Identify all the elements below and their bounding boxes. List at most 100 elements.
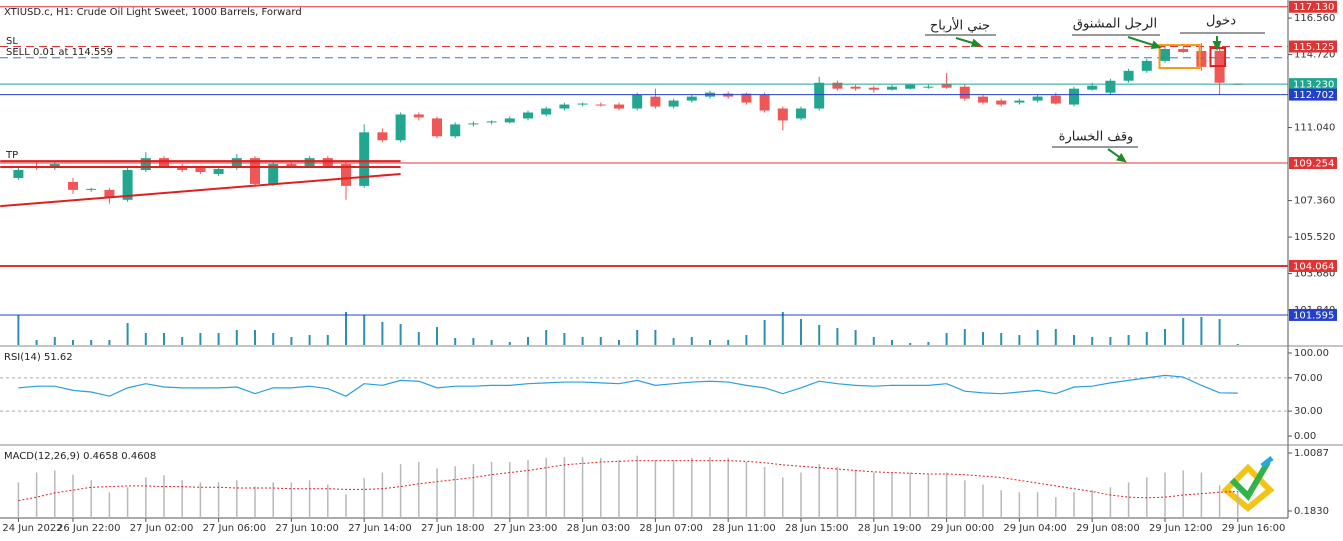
candle-body — [195, 168, 206, 173]
y-tick-label: 70.00 — [1294, 373, 1323, 384]
annotation-arrowhead — [1116, 153, 1127, 163]
price-level-box — [1289, 0, 1337, 13]
candle-body — [213, 169, 224, 174]
candle-body — [13, 170, 24, 178]
candle-body — [1032, 96, 1043, 101]
candle-body — [887, 86, 897, 90]
candle-body — [759, 94, 770, 111]
candle-body — [341, 164, 351, 186]
candle-body — [359, 132, 370, 186]
candle-body — [68, 181, 78, 190]
candle-body — [122, 170, 133, 200]
annotation-arrow — [1127, 36, 1157, 47]
y-tick-label: 30.00 — [1294, 406, 1323, 417]
price-level-label: 109.254 — [1293, 158, 1334, 169]
order-label: SELL 0.01 at 114.559 — [6, 47, 113, 58]
x-tick-label: 29 Jun 16:00 — [1222, 523, 1286, 534]
tp-label: TP — [5, 150, 18, 161]
candle-body — [1160, 49, 1170, 61]
candle-body — [595, 104, 606, 106]
candle-body — [1123, 70, 1134, 81]
candle-body — [86, 188, 97, 190]
candle-body — [741, 93, 752, 103]
y-tick-label: 103.680 — [1294, 269, 1335, 280]
x-tick-label: 24 Jun 2022 — [2, 523, 62, 534]
candle-body — [1141, 60, 1152, 71]
price-level-box — [1289, 156, 1337, 169]
candle-body — [650, 96, 661, 107]
annotation: دخول — [1206, 14, 1236, 29]
x-tick-label: 27 Jun 23:00 — [494, 523, 558, 534]
candle-body — [796, 108, 806, 119]
candle-body — [632, 94, 643, 109]
candle-body — [723, 93, 734, 97]
annotation-arrowhead — [1212, 41, 1222, 51]
x-tick-label: 28 Jun 19:00 — [858, 523, 922, 534]
logo-shape — [1260, 456, 1274, 468]
x-tick-label: 29 Jun 12:00 — [1149, 523, 1213, 534]
annotation: وقف الخسارة — [1059, 130, 1134, 145]
sl-label: SL — [6, 36, 18, 47]
candle-body — [1105, 80, 1116, 93]
candle-body — [814, 82, 825, 109]
price-level-label: 117.130 — [1293, 2, 1334, 13]
x-tick-label: 27 Jun 06:00 — [203, 523, 267, 534]
price-level-box — [1289, 78, 1337, 91]
candle-body — [104, 189, 115, 198]
y-tick-label: 0.00 — [1294, 431, 1316, 442]
x-tick-label: 27 Jun 18:00 — [421, 523, 485, 534]
x-tick-label: 29 Jun 08:00 — [1076, 523, 1140, 534]
price-level-box — [1289, 259, 1337, 272]
annotation-arrowhead — [970, 38, 982, 48]
candle-body — [614, 104, 624, 109]
price-level-box — [1289, 88, 1337, 101]
macd-title: MACD(12,26,9) 0.4658 0.4608 — [4, 451, 156, 462]
candle-body — [1014, 100, 1025, 103]
candle-body — [577, 103, 588, 105]
logo — [1221, 456, 1275, 512]
x-tick-label: 28 Jun 07:00 — [639, 523, 703, 534]
candle-body — [268, 164, 279, 184]
highlight-box — [1158, 44, 1201, 70]
x-tick-label: 27 Jun 02:00 — [130, 523, 194, 534]
x-tick-label: 27 Jun 10:00 — [275, 523, 339, 534]
candle-body — [541, 108, 552, 115]
y-tick-label: 107.360 — [1294, 196, 1335, 207]
y-tick-label: 116.560 — [1294, 13, 1335, 24]
candle-body — [777, 108, 788, 121]
candle-body — [413, 114, 424, 118]
y-tick-label: 114.720 — [1294, 50, 1335, 61]
candle-body — [978, 96, 988, 103]
annotation-arrowhead — [1150, 40, 1162, 50]
candle-body — [868, 87, 879, 90]
candle-body — [559, 104, 570, 109]
rsi-line — [18, 374, 1238, 397]
candle-body — [686, 96, 697, 101]
candle-body — [504, 118, 515, 123]
y-tick-label: 0.1830 — [1294, 506, 1329, 517]
annotation: جني الأرباح — [930, 17, 990, 34]
candle-body — [905, 84, 916, 89]
x-tick-label: 26 Jun 22:00 — [57, 523, 121, 534]
candle-body — [1069, 88, 1079, 105]
candle-body — [668, 100, 679, 107]
x-tick-label: 29 Jun 04:00 — [1003, 523, 1067, 534]
rsi-title: RSI(14) 51.62 — [4, 352, 73, 363]
price-level-label: 101.595 — [1293, 310, 1334, 321]
price-level-box — [1289, 308, 1337, 321]
x-tick-label: 28 Jun 03:00 — [567, 523, 631, 534]
candle-body — [1050, 95, 1061, 104]
candle-body — [923, 86, 934, 88]
candle-body — [959, 86, 970, 99]
candle-body — [286, 164, 297, 167]
candle-body — [996, 100, 1007, 105]
macd-signal — [18, 460, 1238, 502]
x-tick-label: 28 Jun 15:00 — [785, 523, 849, 534]
trend-line — [0, 172, 401, 208]
candle-body — [832, 82, 843, 89]
price-level-label: 115.125 — [1293, 42, 1334, 53]
candle-body — [941, 83, 952, 88]
